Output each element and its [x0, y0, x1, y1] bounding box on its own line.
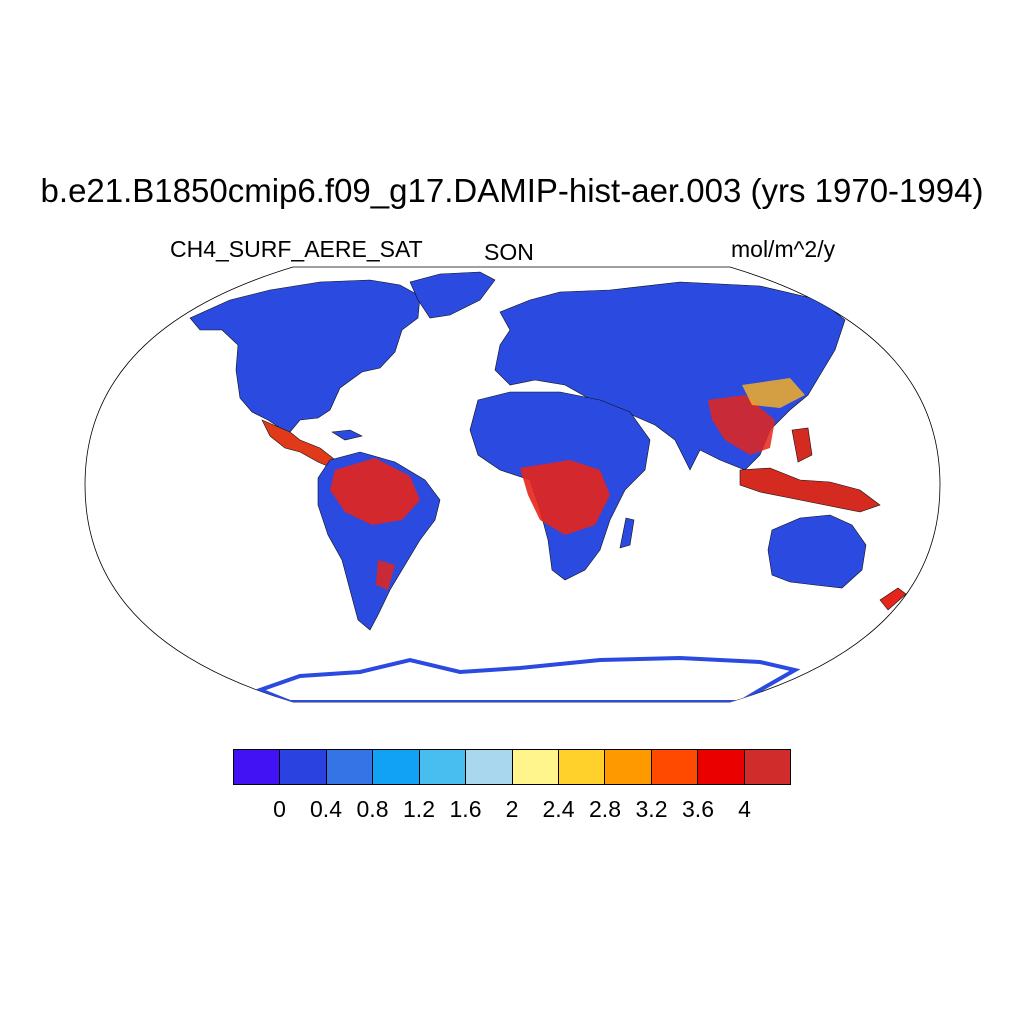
madagascar: [619, 517, 635, 549]
colorbar-box-8: [605, 750, 652, 784]
colorbar-tick-label: 1.6: [449, 796, 482, 822]
central-africa-hotspot: [520, 460, 610, 535]
variable-label: CH4_SURF_AERE_SAT: [170, 236, 423, 262]
land-layer: [189, 271, 907, 702]
colorbar-box-2: [326, 750, 374, 784]
colorbar-tick-label: 1.2: [403, 796, 435, 822]
colorbar-box-10: [698, 750, 745, 784]
amazon-hotspot: [330, 458, 420, 525]
south-america-south-hotspot: [376, 560, 395, 590]
colorbar-box-7: [558, 750, 606, 784]
colorbar-tick-label: 2: [505, 796, 519, 822]
maritime-se-asia: [739, 467, 881, 513]
colorbar-box-11: [744, 750, 791, 784]
plot-title: b.e21.B1850cmip6.f09_g17.DAMIP-hist-aer.…: [40, 172, 984, 209]
colorbar-box-9: [651, 750, 699, 784]
south-asia-hotspot: [708, 395, 775, 455]
north-america: [189, 279, 421, 433]
colorbar-tick-label: 4: [738, 796, 751, 822]
australia: [767, 514, 867, 589]
colorbar-box-3: [373, 750, 420, 784]
new-zealand: [879, 587, 907, 611]
colorbar-tick-label: 3.6: [682, 796, 714, 822]
colorbar-tick-label: 0.4: [310, 796, 342, 822]
colorbar: [233, 749, 791, 785]
colorbar-box-1: [280, 750, 327, 784]
colorbar-tick-label: 2.4: [542, 796, 575, 822]
colorbar-tick-label: 2.8: [589, 796, 621, 822]
colorbar-box-6: [512, 750, 559, 784]
colorbar-box-0: [234, 750, 281, 784]
units-label: mol/m^2/y: [731, 236, 836, 262]
colorbar-box-5: [466, 750, 513, 784]
greenland: [409, 271, 496, 319]
colorbar-tick-label: 0: [273, 796, 286, 822]
colorbar-tick-label: 3.2: [635, 796, 668, 822]
china-hotspot: [742, 378, 805, 408]
philippines: [791, 427, 813, 463]
caribbean: [331, 429, 363, 441]
season-label: SON: [484, 239, 534, 265]
colorbar-tick-label: 0.8: [356, 796, 389, 822]
colorbar-box-4: [419, 750, 467, 784]
